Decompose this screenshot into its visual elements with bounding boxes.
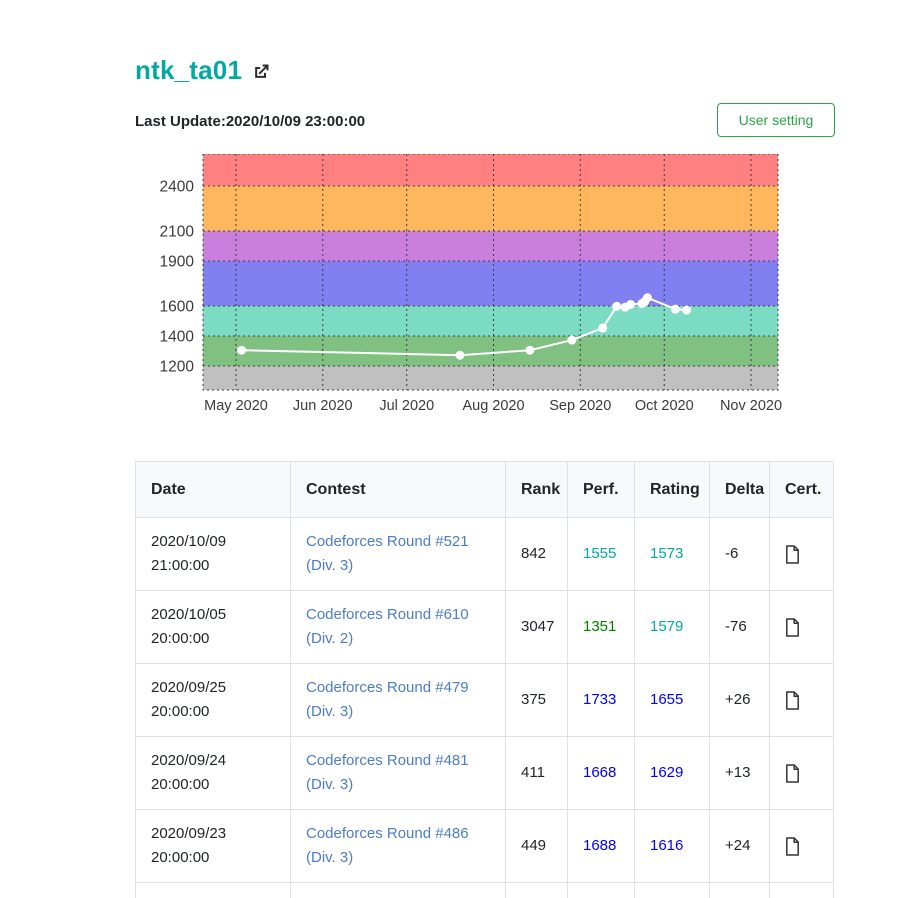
external-link-icon[interactable]	[251, 62, 271, 82]
x-axis-tick-label: Oct 2020	[635, 398, 694, 414]
date-cell: 2020/09/23 20:00:00	[135, 809, 291, 883]
certificate-file-icon[interactable]	[785, 763, 800, 783]
cert-cell	[769, 517, 834, 591]
col-header-date: Date	[135, 461, 291, 518]
delta-cell: +24	[709, 809, 770, 883]
rating-chart-svg: 2400 2100 1900 1600 1400 1200 May 2020 Jun 2020…	[160, 153, 782, 414]
cert-cell	[769, 809, 834, 883]
rating-chart: 2400 2100 1900 1600 1400 1200 May 2020 Jun 2020…	[135, 153, 833, 424]
x-axis-tick-label: Jun 2020	[293, 398, 353, 414]
contest-link[interactable]: Codeforces Round #479 (Div. 3)	[306, 679, 469, 720]
rating-point[interactable]	[670, 304, 680, 314]
rank-cell: 411	[505, 736, 568, 810]
rating-point[interactable]	[567, 335, 577, 345]
rating-band-red	[203, 154, 778, 186]
rating-cell: 1629	[634, 736, 710, 810]
rating-cell: 1579	[634, 590, 710, 664]
x-axis-tick-label: Jul 2020	[379, 398, 434, 414]
date-cell: 2020/10/05 20:00:00	[135, 590, 291, 664]
date-cell: 2020/09/25 20:00:00	[135, 663, 291, 737]
x-axis-tick-label: May 2020	[204, 398, 268, 414]
cert-cell	[769, 736, 834, 810]
x-axis-tick-label: Nov 2020	[720, 398, 782, 414]
username: ntk_ta01	[135, 55, 243, 85]
y-axis-tick-label: 1900	[160, 253, 195, 270]
contest-cell: Codeforces Round #486 (Div. 3)	[290, 809, 506, 883]
y-axis-tick-label: 2400	[160, 178, 195, 195]
rank-cell: 375	[505, 663, 568, 737]
rating-point[interactable]	[612, 301, 622, 311]
perf-cell: 1733	[567, 663, 635, 737]
table-row-partial	[135, 882, 834, 898]
table-header-row: Date Contest Rank Perf. Rating Delta Cer…	[135, 461, 834, 518]
y-axis-tick-label: 1200	[160, 358, 195, 375]
certificate-file-icon[interactable]	[785, 690, 800, 710]
perf-cell: 1555	[567, 517, 635, 591]
y-axis-tick-label: 2100	[160, 223, 195, 240]
delta-cell: -6	[709, 517, 770, 591]
rating-point[interactable]	[455, 350, 465, 360]
rank-cell: 449	[505, 809, 568, 883]
date-cell: 2020/10/09 21:00:00	[135, 517, 291, 591]
certificate-file-icon[interactable]	[785, 617, 800, 637]
contest-link[interactable]: Codeforces Round #521 (Div. 3)	[306, 533, 469, 574]
table-row: 2020/09/23 20:00:00 Codeforces Round #486 …	[135, 809, 834, 883]
page-title: ntk_ta01	[135, 55, 271, 86]
rating-point[interactable]	[237, 345, 247, 355]
rating-point[interactable]	[642, 293, 652, 303]
x-axis-tick-label: Sep 2020	[549, 398, 611, 414]
table-row: 2020/10/05 20:00:00 Codeforces Round #610 …	[135, 590, 834, 664]
perf-cell: 1688	[567, 809, 635, 883]
col-header-contest: Contest	[290, 461, 506, 518]
perf-cell: 1351	[567, 590, 635, 664]
contest-cell: Codeforces Round #610 (Div. 2)	[290, 590, 506, 664]
certificate-file-icon[interactable]	[785, 544, 800, 564]
cert-cell	[769, 590, 834, 664]
perf-cell: 1668	[567, 736, 635, 810]
user-setting-button[interactable]: User setting	[717, 103, 835, 137]
rating-band-orange	[203, 185, 778, 231]
contest-link[interactable]: Codeforces Round #486 (Div. 3)	[306, 825, 469, 866]
y-axis-tick-label: 1600	[160, 298, 195, 315]
delta-cell: +13	[709, 736, 770, 810]
rating-band-violet	[203, 230, 778, 261]
contest-cell: Codeforces Round #479 (Div. 3)	[290, 663, 506, 737]
rating-cell: 1655	[634, 663, 710, 737]
col-header-delta: Delta	[709, 461, 770, 518]
last-update-label: Last Update:2020/10/09 23:00:00	[135, 113, 366, 130]
col-header-cert: Cert.	[769, 461, 834, 518]
table-row: 2020/09/25 20:00:00 Codeforces Round #479 …	[135, 663, 834, 737]
rank-cell: 3047	[505, 590, 568, 664]
delta-cell: -76	[709, 590, 770, 664]
col-header-perf: Perf.	[567, 461, 635, 518]
x-axis-tick-label: Aug 2020	[462, 398, 524, 414]
rating-point[interactable]	[598, 323, 608, 333]
delta-cell: +26	[709, 663, 770, 737]
contest-history-table: Date Contest Rank Perf. Rating Delta Cer…	[135, 461, 834, 898]
cert-cell	[769, 663, 834, 737]
rating-band-cyan	[203, 305, 778, 336]
rating-point[interactable]	[525, 345, 535, 355]
col-header-rating: Rating	[634, 461, 710, 518]
rating-cell: 1573	[634, 517, 710, 591]
rating-point[interactable]	[626, 299, 636, 309]
contest-cell: Codeforces Round #481 (Div. 3)	[290, 736, 506, 810]
certificate-file-icon[interactable]	[785, 836, 800, 856]
rank-cell: 842	[505, 517, 568, 591]
table-row: 2020/09/24 20:00:00 Codeforces Round #481 …	[135, 736, 834, 810]
rating-cell: 1616	[634, 809, 710, 883]
date-cell: 2020/09/24 20:00:00	[135, 736, 291, 810]
rating-band-blue	[203, 260, 778, 306]
rating-point[interactable]	[682, 305, 692, 315]
contest-cell: Codeforces Round #521 (Div. 3)	[290, 517, 506, 591]
contest-link[interactable]: Codeforces Round #610 (Div. 2)	[306, 606, 469, 647]
rating-band-gray	[203, 365, 778, 390]
contest-link[interactable]: Codeforces Round #481 (Div. 3)	[306, 752, 469, 793]
table-row: 2020/10/09 21:00:00 Codeforces Round #521 …	[135, 517, 834, 591]
y-axis-tick-label: 1400	[160, 328, 195, 345]
col-header-rank: Rank	[505, 461, 568, 518]
results-table: Date Contest Rank Perf. Rating Delta Cer…	[135, 461, 834, 898]
